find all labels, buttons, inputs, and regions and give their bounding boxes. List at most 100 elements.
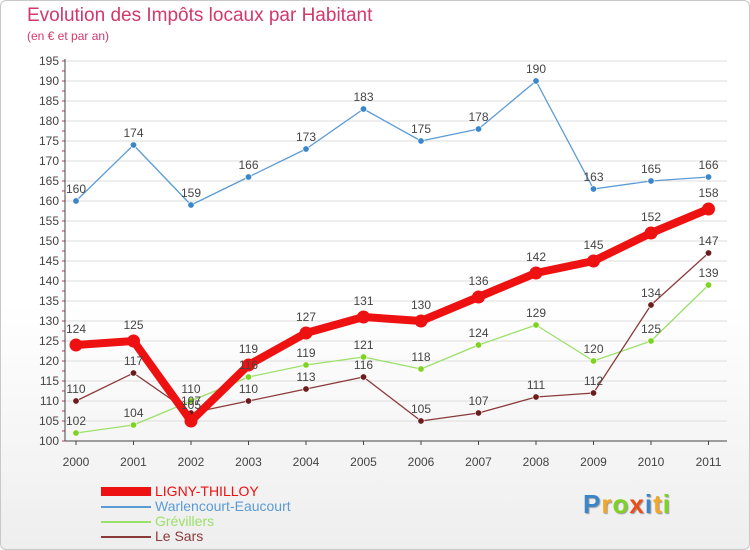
data-label-warlencourt-eaucourt: 165: [641, 162, 661, 176]
data-label-grevillers: 129: [526, 306, 546, 320]
data-point-le-sars: [302, 385, 310, 393]
data-point-le-sars: [704, 249, 712, 257]
data-label-le-sars: 117: [124, 354, 143, 368]
logo-letter: o: [612, 489, 630, 519]
y-tick-label: 165: [39, 174, 59, 188]
data-point-grevillers: [245, 373, 253, 381]
data-point-grevillers: [302, 361, 310, 369]
data-label-grevillers: 139: [698, 266, 718, 280]
data-point-grevillers: [704, 281, 712, 289]
data-label-grevillers: 125: [641, 322, 661, 336]
logo-letter: i: [662, 489, 671, 519]
x-tick-label: 2002: [178, 455, 205, 469]
data-point-le-sars: [130, 369, 138, 377]
data-label-ligny-thilloy: 145: [583, 238, 603, 252]
data-point-grevillers: [647, 337, 655, 345]
data-label-le-sars: 111: [527, 378, 546, 392]
x-tick-label: 2001: [120, 455, 147, 469]
y-tick-label: 160: [39, 194, 59, 208]
y-tick-label: 125: [39, 334, 59, 348]
data-label-grevillers: 124: [468, 326, 488, 340]
logo-letter: r: [601, 489, 613, 519]
data-label-le-sars: 112: [584, 374, 603, 388]
data-point-warlencourt-eaucourt: [187, 201, 195, 209]
y-tick-label: 115: [40, 374, 59, 388]
data-label-warlencourt-eaucourt: 166: [698, 158, 718, 172]
x-tick-label: 2010: [638, 455, 665, 469]
y-tick-label: 135: [39, 294, 59, 308]
data-point-le-sars: [359, 373, 367, 381]
data-label-warlencourt-eaucourt: 159: [181, 186, 201, 200]
data-point-le-sars: [474, 409, 482, 417]
line-chart: 1001051101151201251301351401451501551601…: [39, 54, 727, 469]
data-label-le-sars: 134: [641, 286, 661, 300]
y-tick-label: 185: [39, 94, 59, 108]
data-point-warlencourt-eaucourt: [130, 141, 138, 149]
data-label-ligny-thilloy: 125: [123, 318, 143, 332]
data-point-ligny-thilloy: [472, 290, 485, 304]
legend-swatch: [101, 521, 151, 523]
logo-letter: P: [583, 489, 602, 519]
data-point-ligny-thilloy: [702, 202, 715, 216]
series-line-grevillers: [75, 284, 710, 434]
legend-swatch: [101, 487, 151, 496]
data-label-ligny-thilloy: 136: [468, 274, 488, 288]
data-point-warlencourt-eaucourt: [302, 145, 310, 153]
x-tick-label: 2004: [293, 455, 320, 469]
x-tick-label: 2003: [235, 455, 262, 469]
y-tick-label: 140: [39, 274, 59, 288]
chart-title: Evolution des Impôts locaux par Habitant: [27, 5, 373, 26]
legend-label: LIGNY-THILLOY: [155, 483, 259, 499]
data-label-warlencourt-eaucourt: 183: [353, 90, 373, 104]
data-point-grevillers: [72, 429, 80, 437]
data-point-grevillers: [532, 321, 540, 329]
logo-letter: x: [629, 489, 645, 519]
data-label-le-sars: 107: [181, 394, 201, 408]
logo-letter: t: [653, 489, 663, 519]
y-tick-label: 110: [40, 394, 59, 408]
data-label-ligny-thilloy: 124: [66, 322, 86, 336]
data-point-le-sars: [647, 301, 655, 309]
data-point-le-sars: [245, 397, 253, 405]
data-label-grevillers: 104: [123, 406, 143, 420]
series-lines: [69, 77, 715, 437]
y-tick-label: 175: [39, 134, 59, 148]
logo-letter: i: [644, 489, 654, 519]
axes: 1001051101151201251301351401451501551601…: [39, 54, 727, 469]
data-point-warlencourt-eaucourt: [417, 137, 425, 145]
data-point-ligny-thilloy: [184, 414, 198, 428]
data-point-grevillers: [187, 397, 195, 405]
data-label-warlencourt-eaucourt: 163: [583, 170, 603, 184]
data-label-grevillers: 116: [239, 358, 258, 372]
data-point-grevillers: [417, 365, 425, 373]
series-line-warlencourt-eaucourt: [75, 80, 710, 206]
data-point-warlencourt-eaucourt: [704, 173, 712, 181]
data-point-ligny-thilloy: [529, 266, 543, 280]
data-label-ligny-thilloy: 152: [641, 210, 661, 224]
data-point-ligny-thilloy: [242, 358, 255, 372]
data-label-le-sars: 110: [239, 382, 258, 396]
series-line-ligny-thilloy: [72, 205, 713, 425]
x-tick-label: 2011: [696, 455, 722, 469]
data-point-ligny-thilloy: [644, 226, 658, 240]
data-label-ligny-thilloy: 119: [239, 342, 258, 356]
data-label-grevillers: 118: [411, 350, 430, 364]
y-tick-label: 100: [39, 434, 59, 448]
data-label-warlencourt-eaucourt: 174: [123, 126, 143, 140]
data-label-le-sars: 105: [411, 402, 431, 416]
data-label-ligny-thilloy: 158: [698, 186, 718, 200]
data-label-le-sars: 110: [66, 382, 85, 396]
data-label-grevillers: 120: [583, 342, 603, 356]
data-point-ligny-thilloy: [127, 334, 140, 348]
x-tick-label: 2008: [523, 455, 550, 469]
data-label-grevillers: 119: [296, 346, 315, 360]
data-point-warlencourt-eaucourt: [359, 105, 367, 113]
x-tick-label: 2009: [580, 455, 607, 469]
legend-label: Warlencourt-Eaucourt: [155, 498, 291, 514]
data-point-grevillers: [589, 357, 597, 365]
x-tick-label: 2005: [350, 455, 377, 469]
grid-lines: [65, 60, 727, 442]
data-label-le-sars: 147: [698, 234, 718, 248]
y-tick-label: 105: [39, 414, 59, 428]
data-point-ligny-thilloy: [299, 326, 313, 340]
